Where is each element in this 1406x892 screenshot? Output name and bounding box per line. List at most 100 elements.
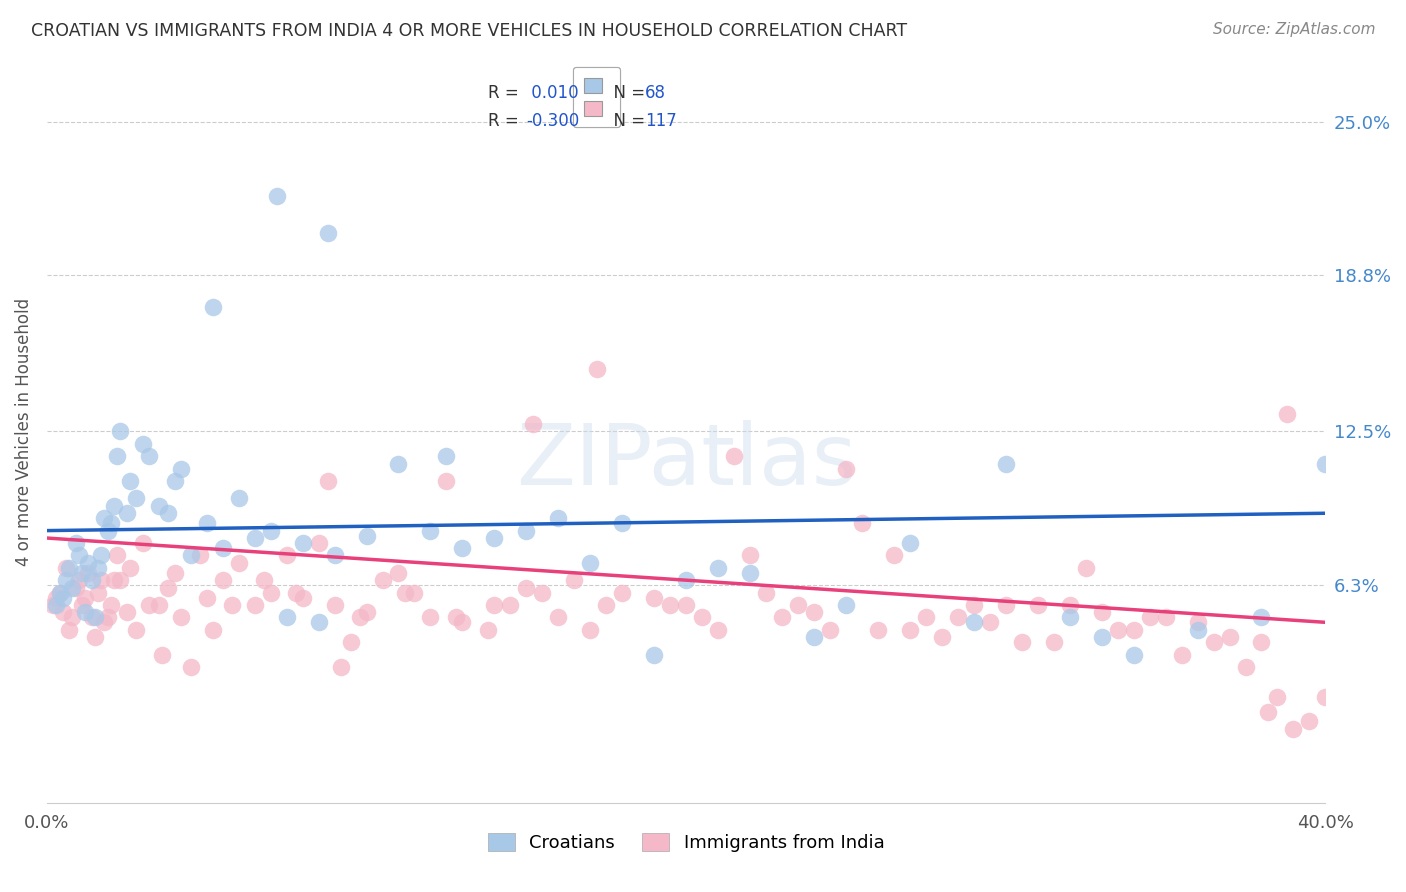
- Text: 0.010: 0.010: [526, 84, 579, 102]
- Point: [898, 623, 921, 637]
- Point: [105, 549, 128, 563]
- Point: [80, 573, 103, 587]
- Point: [93, 511, 115, 525]
- Point: [1250, 635, 1272, 649]
- Point: [579, 623, 602, 637]
- Point: [285, 585, 308, 599]
- Point: [52, 606, 75, 620]
- Text: R =: R =: [488, 84, 524, 102]
- Point: [291, 591, 314, 605]
- Point: [138, 449, 160, 463]
- Point: [323, 549, 346, 563]
- Point: [83, 630, 105, 644]
- Point: [419, 610, 441, 624]
- Point: [110, 573, 132, 587]
- Point: [243, 598, 266, 612]
- Point: [1187, 615, 1209, 630]
- Point: [770, 610, 793, 624]
- Point: [67, 549, 90, 563]
- Point: [48, 585, 70, 599]
- Point: [253, 573, 276, 587]
- Point: [170, 461, 193, 475]
- Point: [65, 581, 87, 595]
- Point: [87, 561, 110, 575]
- Point: [931, 630, 953, 644]
- Point: [1218, 630, 1240, 644]
- Point: [163, 474, 186, 488]
- Point: [994, 598, 1017, 612]
- Point: [221, 598, 243, 612]
- Point: [1122, 623, 1144, 637]
- Text: N =: N =: [603, 84, 651, 102]
- Point: [103, 499, 125, 513]
- Point: [58, 561, 80, 575]
- Point: [316, 474, 339, 488]
- Text: 68: 68: [645, 84, 666, 102]
- Point: [349, 610, 371, 624]
- Point: [738, 549, 761, 563]
- Point: [211, 541, 233, 555]
- Point: [436, 449, 458, 463]
- Point: [148, 598, 170, 612]
- Point: [211, 573, 233, 587]
- Point: [75, 606, 97, 620]
- Point: [266, 189, 288, 203]
- Point: [1298, 714, 1320, 729]
- Point: [1275, 407, 1298, 421]
- Point: [1257, 705, 1279, 719]
- Point: [1250, 610, 1272, 624]
- Point: [180, 549, 202, 563]
- Point: [202, 301, 225, 315]
- Point: [195, 591, 218, 605]
- Point: [585, 362, 607, 376]
- Point: [404, 585, 426, 599]
- Point: [1267, 690, 1289, 704]
- Point: [157, 506, 180, 520]
- Point: [356, 528, 378, 542]
- Point: [65, 536, 87, 550]
- Point: [1042, 635, 1064, 649]
- Point: [308, 536, 330, 550]
- Point: [866, 623, 889, 637]
- Point: [1122, 648, 1144, 662]
- Point: [738, 566, 761, 580]
- Point: [444, 610, 467, 624]
- Point: [45, 591, 67, 605]
- Point: [394, 585, 416, 599]
- Point: [83, 610, 105, 624]
- Point: [1074, 561, 1097, 575]
- Point: [499, 598, 522, 612]
- Point: [243, 531, 266, 545]
- Text: N =: N =: [603, 112, 651, 129]
- Point: [100, 516, 122, 531]
- Point: [851, 516, 873, 531]
- Point: [707, 561, 730, 575]
- Point: [1139, 610, 1161, 624]
- Legend: , : ,: [574, 67, 620, 128]
- Point: [387, 566, 409, 580]
- Point: [188, 549, 211, 563]
- Point: [963, 598, 986, 612]
- Point: [562, 573, 585, 587]
- Point: [87, 585, 110, 599]
- Point: [1059, 610, 1081, 624]
- Point: [75, 591, 97, 605]
- Point: [115, 606, 138, 620]
- Point: [93, 615, 115, 630]
- Point: [515, 524, 537, 538]
- Point: [323, 598, 346, 612]
- Text: R =: R =: [488, 112, 524, 129]
- Point: [97, 524, 120, 538]
- Point: [1187, 623, 1209, 637]
- Point: [690, 610, 713, 624]
- Point: [228, 491, 250, 506]
- Point: [316, 226, 339, 240]
- Point: [451, 615, 474, 630]
- Point: [675, 598, 697, 612]
- Point: [1315, 457, 1337, 471]
- Point: [675, 573, 697, 587]
- Point: [70, 598, 93, 612]
- Point: [915, 610, 938, 624]
- Text: CROATIAN VS IMMIGRANTS FROM INDIA 4 OR MORE VEHICLES IN HOUSEHOLD CORRELATION CH: CROATIAN VS IMMIGRANTS FROM INDIA 4 OR M…: [31, 22, 907, 40]
- Point: [1091, 606, 1114, 620]
